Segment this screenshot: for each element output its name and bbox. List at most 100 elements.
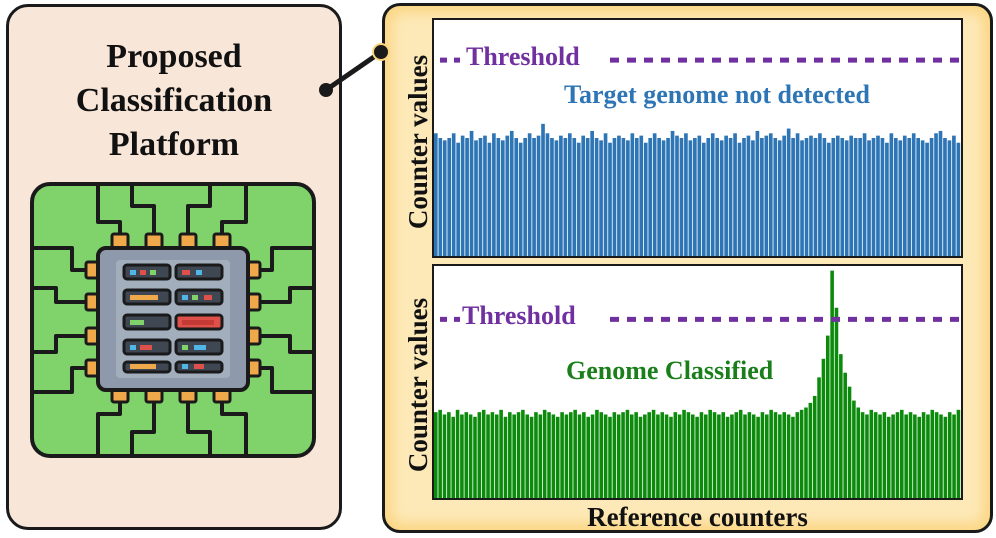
bar-bottom [852,400,856,498]
bar-top [795,133,800,256]
bar-bottom [860,412,865,498]
bar-top [920,140,925,256]
bar-bottom [917,416,922,498]
bar-bottom [447,412,451,498]
x-axis-label: Reference counters [587,502,808,532]
bar-bottom [434,412,438,498]
bar-bottom [490,412,495,498]
bar-bottom [769,409,773,498]
bar-bottom [464,412,469,498]
bar-bottom [921,412,926,498]
bar-bottom [943,416,948,498]
bar-top [809,135,813,256]
bar-top [880,138,885,256]
bar-top [733,133,737,256]
bar-top [835,135,840,256]
bar-top [894,138,898,256]
bar-top [630,133,635,256]
bar-top [746,135,751,256]
bar-bottom [947,412,952,498]
bar-bottom [590,414,595,498]
bar-bottom [586,416,591,498]
bar-top [456,142,460,256]
bar-bottom [756,416,760,498]
bar-top [675,135,679,256]
bar-bottom [512,414,516,498]
bar-top [777,140,782,256]
bar-bottom [643,414,647,498]
bar-bottom [913,414,917,498]
bar-top [768,133,773,256]
bar-top [621,138,626,256]
bar-bottom [812,395,817,498]
bar-bottom [717,414,721,498]
bar-top [710,133,715,256]
bar-top [952,135,956,256]
bar-bottom [690,414,695,498]
title-line-3: Platform [108,126,240,163]
bar-top [728,138,733,256]
bar-top [532,138,536,256]
bar-bottom [799,409,804,498]
bar-top [956,142,961,256]
bar-bottom [560,412,564,498]
bar-bottom [721,412,726,498]
bar-top [576,142,581,256]
bar-top [773,138,778,256]
bar-top [550,138,554,256]
bar-top [760,138,764,256]
bar-top [742,138,746,256]
title-line-1: Proposed [106,38,242,75]
bar-bottom [603,414,608,498]
bar-top [916,138,920,256]
bar-bottom [529,416,534,498]
bar-bottom [455,409,460,498]
bar-bottom [612,412,617,498]
bar-bottom [882,412,887,498]
bar-top [492,133,496,256]
bar-bottom [869,409,874,498]
bar-top [876,135,880,256]
bar-top [648,138,653,256]
bar-bottom [673,412,678,498]
bar-bottom [743,414,747,498]
bar-bottom [834,307,839,498]
bar-top [442,140,447,256]
bar-top [862,133,867,256]
bar-bottom [569,412,573,498]
bar-top [643,142,648,256]
bar-bottom [647,412,651,498]
bar-top [688,140,693,256]
bar-bottom [895,412,900,498]
bar-top [885,142,889,256]
bar-bottom [651,409,656,498]
bar-top [603,133,608,256]
bar-top [925,142,929,256]
bar-bottom [734,412,739,498]
bar-top [719,140,724,256]
bar-bottom [577,414,582,498]
bar-top [634,138,639,256]
bar-bottom [908,412,913,498]
bar-bottom [904,414,908,498]
bar-top [599,140,603,256]
bar-bottom [460,414,464,498]
bar-bottom [582,412,586,498]
bar-top [639,135,644,256]
bar-bottom [538,414,543,498]
bar-bottom [804,407,808,498]
bar-top [438,138,443,256]
bar-top [800,140,804,256]
bar-top [938,130,943,256]
bar-top [858,138,862,256]
bar-bottom [795,412,800,498]
bar-top [617,135,621,256]
bar-bottom [442,414,447,498]
bar-bottom [551,414,556,498]
bar-bottom [704,414,708,498]
bar-top [590,130,594,256]
bar-top [541,123,545,256]
bar-bottom [542,409,547,498]
bar-bottom [629,414,634,498]
